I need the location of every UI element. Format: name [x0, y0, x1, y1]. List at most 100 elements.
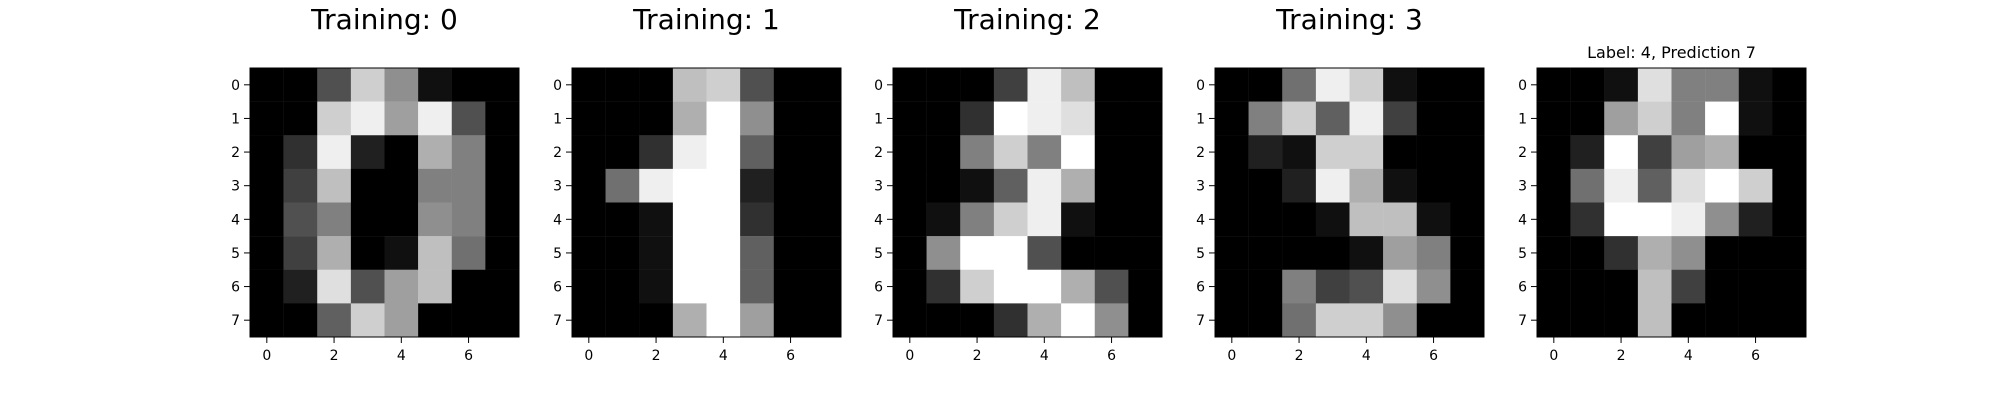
pixel-cell — [1671, 101, 1706, 136]
pixel-cell — [1450, 168, 1485, 203]
pixel-cell — [1570, 168, 1605, 203]
pixel-cell — [926, 202, 961, 237]
pixel-cell — [706, 269, 741, 304]
pixel-cell — [1215, 168, 1249, 203]
pixel-cell — [672, 303, 707, 338]
pixel-cell — [1282, 168, 1317, 203]
y-tick-label: 4 — [231, 212, 240, 228]
y-tick-label: 3 — [874, 179, 883, 195]
y-tick-label: 1 — [553, 111, 562, 127]
pixel-cell — [605, 303, 640, 338]
pixel-cell — [1383, 202, 1417, 237]
pixel-cell — [1450, 135, 1485, 170]
pixel-cell — [1383, 269, 1417, 304]
pixel-cell — [1537, 303, 1571, 338]
pixel-cell — [740, 168, 774, 203]
pixel-cell — [1315, 303, 1350, 338]
pixel-cell — [740, 236, 774, 270]
pixel-cell — [773, 135, 808, 170]
pixel-cell — [1570, 236, 1605, 270]
pixel-cell — [384, 202, 419, 237]
pixel-cell — [1537, 202, 1571, 237]
pixel-cell — [807, 202, 842, 237]
pixel-cell — [350, 202, 385, 237]
pixel-cell — [807, 68, 842, 102]
pixel-cell — [1061, 236, 1095, 270]
y-tick-label: 2 — [553, 145, 562, 161]
pixel-cell — [639, 68, 674, 102]
pixel-cell — [1349, 168, 1384, 203]
y-tick-label: 5 — [874, 246, 883, 262]
axes-frame-2 — [892, 67, 1163, 338]
x-tick-label: 2 — [652, 348, 661, 364]
pixel-cell — [384, 135, 419, 170]
pixel-cell — [1705, 202, 1739, 237]
pixel-cell — [926, 303, 961, 338]
pixel-cell — [485, 202, 520, 237]
pixel-cell — [1383, 68, 1417, 102]
pixel-cell — [1215, 135, 1249, 170]
pixel-cell — [672, 135, 707, 170]
pixel-cell — [926, 101, 961, 136]
pixel-cell — [1450, 101, 1485, 136]
pixel-cell — [1416, 168, 1451, 203]
pixel-cell — [1705, 303, 1739, 338]
pixel-cell — [639, 269, 674, 304]
pixel-cell — [317, 202, 352, 237]
y-tick-label: 6 — [553, 280, 562, 296]
pixel-cell — [572, 101, 606, 136]
y-tick-label: 4 — [553, 212, 562, 228]
pixel-cell — [1248, 101, 1283, 136]
pixel-cell — [1671, 168, 1706, 203]
panel-title-4: Label: 4, Prediction 7 — [1587, 43, 1756, 62]
pixel-cell — [572, 202, 606, 237]
pixel-cell — [672, 68, 707, 102]
x-tick-label: 0 — [584, 348, 593, 364]
pixel-cell — [1383, 303, 1417, 338]
pixel-cell — [960, 303, 995, 338]
pixel-cell — [1094, 68, 1129, 102]
pixel-cell — [740, 269, 774, 304]
pixel-cell — [418, 236, 452, 270]
pixel-cell — [1637, 68, 1672, 102]
pixel-cell — [639, 202, 674, 237]
y-tick-label: 5 — [231, 246, 240, 262]
pixel-cell — [773, 269, 808, 304]
pixel-cell — [250, 303, 284, 338]
pixel-cell — [1637, 168, 1672, 203]
pixel-cell — [1671, 303, 1706, 338]
pixel-cell — [1416, 135, 1451, 170]
pixel-cell — [572, 269, 606, 304]
pixel-cell — [1772, 68, 1807, 102]
y-tick-label: 2 — [1196, 145, 1205, 161]
pixel-cell — [1671, 68, 1706, 102]
pixel-cell — [773, 168, 808, 203]
pixel-cell — [1772, 303, 1807, 338]
pixel-cell — [1094, 269, 1129, 304]
pixel-cell — [283, 202, 318, 237]
pixel-cell — [1248, 269, 1283, 304]
pixel-cell — [993, 303, 1028, 338]
pixel-cell — [1315, 101, 1350, 136]
pixel-cell — [1570, 303, 1605, 338]
pixel-cell — [384, 101, 419, 136]
pixel-cell — [1604, 303, 1639, 338]
pixel-cell — [485, 303, 520, 338]
pixel-cell — [1637, 101, 1672, 136]
x-tick-label: 4 — [1040, 348, 1049, 364]
pixel-cell — [250, 168, 284, 203]
pixel-cell — [807, 135, 842, 170]
pixel-cell — [1027, 68, 1062, 102]
pixel-cell — [993, 236, 1028, 270]
pixel-cell — [1215, 269, 1249, 304]
x-tick-label: 6 — [1429, 348, 1438, 364]
y-tick-label: 7 — [553, 313, 562, 329]
pixel-cell — [451, 303, 486, 338]
y-tick-label: 3 — [1518, 179, 1527, 195]
pixel-cell — [1450, 269, 1485, 304]
pixel-cell — [418, 135, 452, 170]
x-tick-label: 0 — [905, 348, 914, 364]
pixel-cell — [418, 168, 452, 203]
pixel-cell — [1537, 168, 1571, 203]
y-tick-label: 3 — [231, 179, 240, 195]
